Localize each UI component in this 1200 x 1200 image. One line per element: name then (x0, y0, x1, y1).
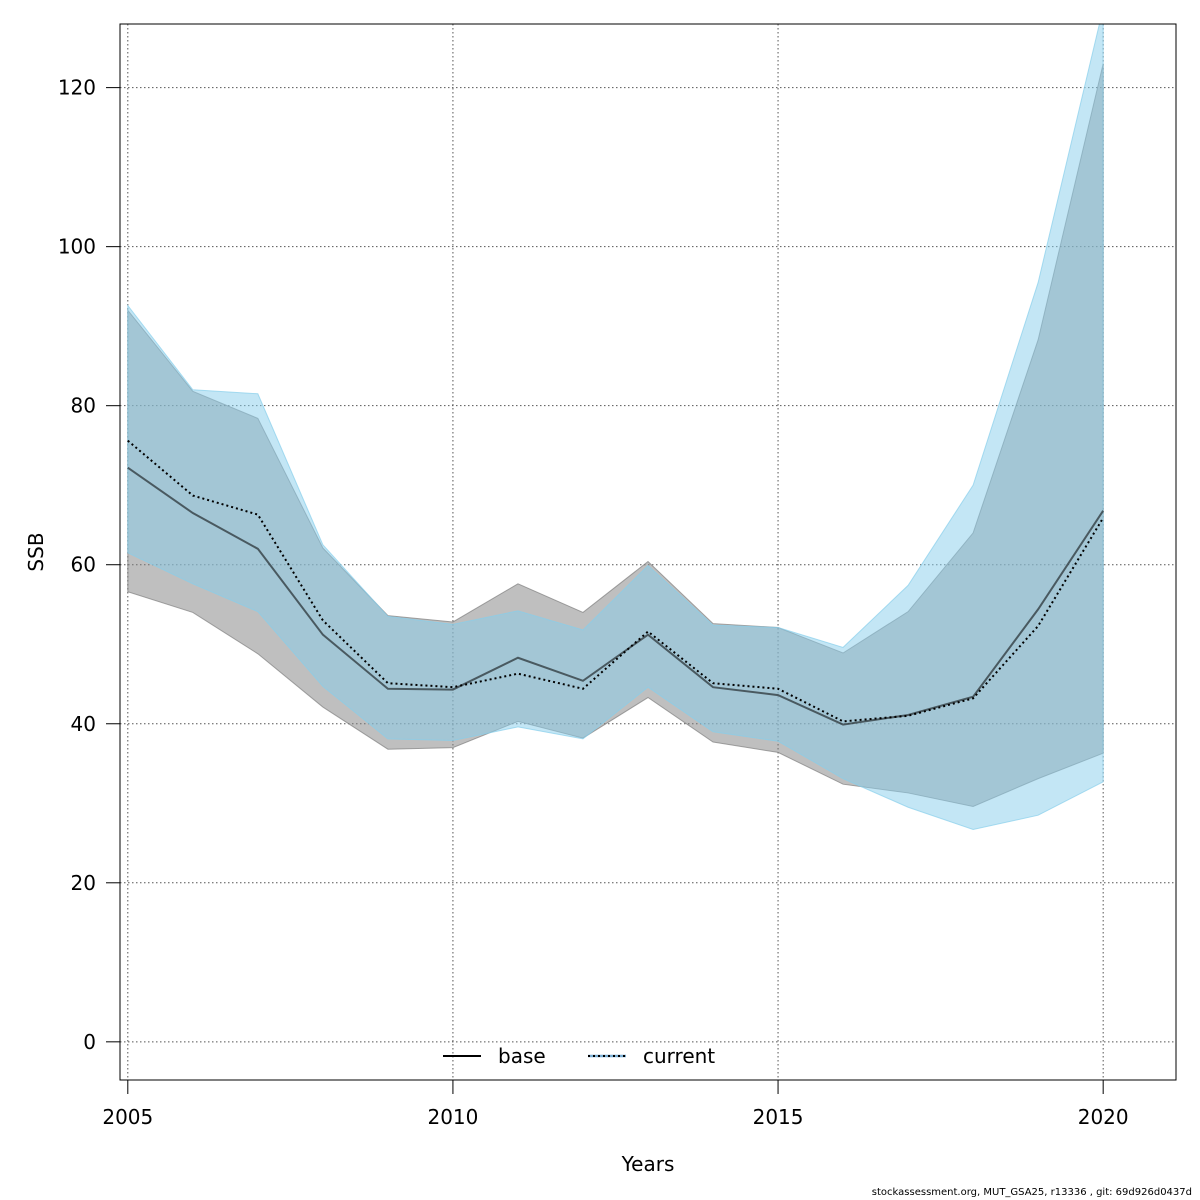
band-current (127, 24, 1104, 831)
legend-label-base: base (498, 1044, 546, 1068)
y-tick-label-60: 60 (71, 553, 96, 577)
y-tick-label-120: 120 (58, 76, 96, 100)
confidence-bands (127, 24, 1104, 831)
y-tick-label-80: 80 (71, 394, 96, 418)
x-axis-title: Years (621, 1152, 675, 1176)
grid-lines (120, 24, 1176, 1080)
x-tick-label-2015: 2015 (753, 1105, 804, 1129)
x-tick-label-2005: 2005 (102, 1105, 153, 1129)
x-tick-label-2010: 2010 (427, 1105, 478, 1129)
y-axis: 0 20 40 60 80 100 120 (58, 76, 121, 1054)
series-lines (127, 439, 1105, 726)
y-tick-label-20: 20 (71, 871, 96, 895)
x-tick-label-2020: 2020 (1078, 1105, 1129, 1129)
y-tick-label-40: 40 (71, 712, 96, 736)
x-axis: 2005 2010 2015 2020 (102, 1079, 1129, 1129)
legend: base current (443, 1044, 715, 1068)
line-base (127, 466, 1105, 726)
y-tick-label-0: 0 (83, 1030, 96, 1054)
y-axis-title: SSB (24, 532, 48, 571)
legend-label-current: current (643, 1044, 715, 1068)
footer-credit: stockassessment.org, MUT_GSA25, r13336 ,… (871, 1187, 1192, 1198)
y-tick-label-100: 100 (58, 235, 96, 259)
